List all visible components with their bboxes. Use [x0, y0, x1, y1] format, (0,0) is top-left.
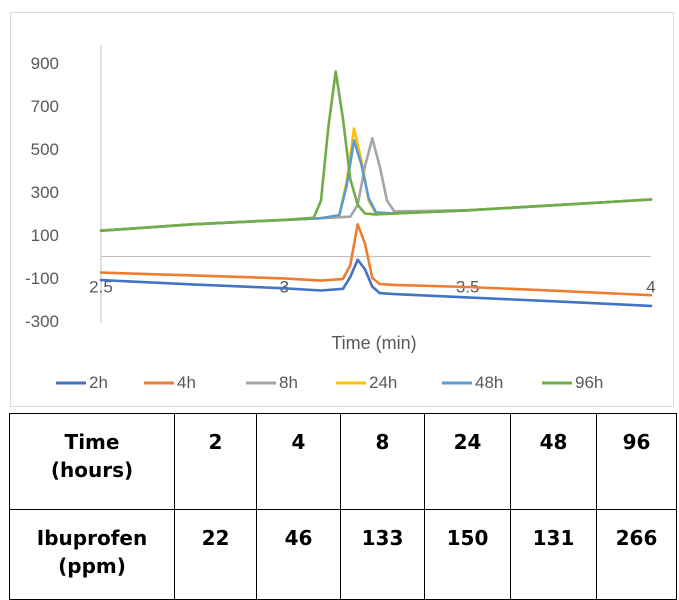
y-tick-label: 100 — [31, 226, 59, 245]
row-header-line: Time — [64, 430, 120, 454]
legend-label-8h: 8h — [279, 373, 298, 392]
table-cell: 266 — [596, 509, 677, 600]
series-line-96h — [99, 70, 653, 232]
row-header-line: (ppm) — [58, 554, 126, 578]
series-line-4h — [99, 223, 653, 297]
series-line-8h — [99, 137, 653, 232]
row-header-line: (hours) — [50, 458, 134, 482]
chart-area: 900 700 500 300 100 -100 -300 2.5 3 3.5 4 Time (min… — [10, 12, 674, 407]
y-tick-label: -100 — [25, 269, 59, 288]
y-tick-label: 700 — [31, 97, 59, 116]
legend-label-48h: 48h — [475, 373, 503, 392]
table-cell: 131 — [510, 509, 597, 600]
x-tick-label: 2.5 — [89, 278, 113, 297]
table-cell: 4 — [256, 413, 341, 510]
row-header-ibuprofen: Ibuprofen (ppm) — [9, 509, 175, 600]
ibuprofen-table: Time (hours) 2 4 8 24 48 96 Ibuprofen (p… — [9, 413, 677, 600]
x-tick-label: 3 — [280, 278, 289, 297]
y-tick-label: 900 — [31, 54, 59, 73]
y-tick-label: 500 — [31, 140, 59, 159]
table-cell: 96 — [596, 413, 677, 510]
table-row-ibuprofen: Ibuprofen (ppm) 22 46 133 150 131 266 — [9, 509, 677, 600]
legend-label-2h: 2h — [89, 373, 108, 392]
table-cell: 46 — [256, 509, 341, 600]
x-axis-title: Time (min) — [331, 333, 416, 353]
table-cell: 48 — [510, 413, 597, 510]
table-row-time: Time (hours) 2 4 8 24 48 96 — [9, 413, 677, 510]
legend-label-24h: 24h — [369, 373, 397, 392]
y-tick-label: 300 — [31, 183, 59, 202]
table-cell: 24 — [424, 413, 511, 510]
row-header-time: Time (hours) — [9, 413, 175, 510]
table-cell: 133 — [340, 509, 425, 600]
series-line-2h — [99, 258, 653, 308]
legend-label-96h: 96h — [575, 373, 603, 392]
legend-label-4h: 4h — [177, 373, 196, 392]
row-header-line: Ibuprofen — [36, 526, 148, 550]
table-cell: 2 — [174, 413, 257, 510]
table-cell: 8 — [340, 413, 425, 510]
x-tick-label: 4 — [646, 278, 655, 297]
y-tick-label: -300 — [25, 312, 59, 331]
table-cell: 150 — [424, 509, 511, 600]
table-cell: 22 — [174, 509, 257, 600]
